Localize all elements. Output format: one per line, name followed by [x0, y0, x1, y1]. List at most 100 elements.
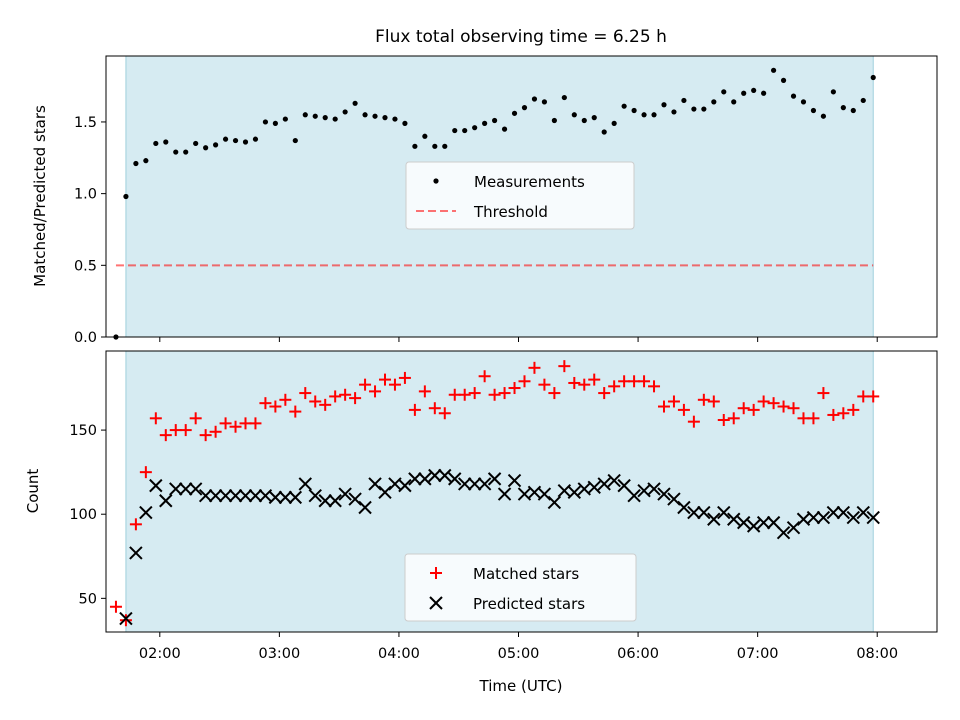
matched-star-point: [588, 373, 601, 386]
bottom-x-axis-ticks: 02:00 03:00 04:00 05:00 06:00 07:00 08:00: [139, 632, 898, 662]
x-tick-label: 05:00: [498, 646, 540, 662]
x-tick-label: 02:00: [139, 646, 181, 662]
measurement-point: [681, 97, 687, 104]
measurement-point: [601, 129, 607, 135]
legend-predicted-marker: [429, 596, 443, 610]
bottom-y-axis-ticks: 50 100 150: [69, 423, 106, 607]
matched-star-point: [179, 424, 192, 437]
top-y-axis-label: Matched/Predicted stars: [31, 105, 49, 287]
measurement-point: [272, 120, 278, 126]
matched-star-point: [398, 371, 411, 384]
matched-star-point: [428, 402, 441, 415]
x-tick-label: 08:00: [856, 646, 898, 662]
matched-star-point: [458, 388, 471, 401]
matched-star-point: [757, 395, 770, 408]
predicted-star-point: [328, 494, 342, 508]
measurement-point: [462, 127, 468, 134]
predicted-star-point: [198, 488, 213, 503]
measurement-point: [551, 117, 557, 124]
predicted-star-point: [717, 505, 731, 520]
matched-star-point: [538, 378, 551, 391]
predicted-star-point: [736, 515, 751, 530]
predicted-star-point: [697, 505, 711, 520]
predicted-star-point: [288, 490, 303, 505]
predicted-star-point: [836, 505, 851, 520]
measurement-point: [342, 109, 348, 115]
predicted-star-point: [537, 487, 552, 501]
measurements-points: [113, 67, 876, 340]
predicted-star-point: [149, 478, 163, 493]
measurement-point: [621, 103, 627, 109]
measurement-point: [392, 116, 398, 122]
measurement-point: [153, 140, 159, 147]
measurement-point: [830, 89, 836, 95]
top-y-tick-label: 0.5: [74, 258, 97, 274]
top-x-axis-ticks: [159, 337, 878, 342]
measurement-point: [701, 106, 707, 112]
predicted-star-point: [278, 490, 293, 505]
x-axis-label: Time (UTC): [479, 677, 563, 695]
measurement-point: [541, 99, 548, 105]
matched-star-point: [847, 403, 860, 416]
measurement-point: [591, 115, 597, 121]
matched-star-point: [279, 393, 292, 406]
legend-measurements-marker: [433, 178, 439, 184]
measurement-point: [761, 90, 767, 96]
matched-star-point: [717, 413, 730, 426]
matched-star-point: [687, 415, 700, 428]
matched-star-point: [119, 614, 132, 627]
matched-star-point: [388, 378, 401, 391]
predicted-star-point: [746, 519, 761, 533]
matched-star-point: [329, 390, 342, 403]
measurement-point: [452, 127, 458, 134]
predicted-star-point: [208, 488, 223, 503]
measurement-point: [850, 107, 856, 114]
predicted-star-point: [677, 500, 691, 515]
matched-star-point: [568, 376, 581, 389]
matched-star-point: [299, 387, 312, 400]
predicted-star-point: [228, 488, 243, 503]
measurement-point: [581, 117, 587, 124]
predicted-star-point: [627, 488, 641, 503]
top-y-tick-label: 1.0: [74, 187, 97, 203]
predicted-star-point: [667, 492, 681, 506]
predicted-star-point: [497, 487, 512, 501]
predicted-stars-points: [119, 468, 880, 626]
measurement-point: [133, 160, 139, 167]
predicted-star-point: [846, 510, 861, 525]
matched-star-point: [408, 403, 421, 416]
predicted-star-point: [238, 488, 253, 503]
predicted-star-point: [766, 515, 781, 530]
measurement-point: [382, 115, 388, 121]
matched-star-point: [697, 393, 710, 406]
bottom-y-axis-label: Count: [24, 469, 42, 514]
predicted-star-point: [826, 505, 841, 520]
predicted-star-point: [119, 611, 133, 626]
top-y-tick-label: 0.0: [74, 330, 97, 346]
matched-star-point: [199, 429, 212, 442]
top-y-tick-label: 1.5: [74, 115, 97, 131]
measurement-point: [571, 112, 577, 118]
measurement-point: [362, 112, 368, 118]
legend-matched-marker: [430, 567, 442, 579]
matched-star-point: [787, 402, 800, 415]
measurement-point: [352, 100, 358, 106]
matched-star-point: [807, 412, 820, 425]
matched-star-point: [638, 375, 651, 388]
matched-star-point: [219, 417, 232, 430]
matched-star-point: [139, 466, 152, 479]
measurement-point: [810, 107, 817, 114]
matched-star-point: [149, 412, 162, 425]
measurement-point: [123, 193, 129, 200]
predicted-star-point: [727, 512, 741, 526]
measurement-point: [302, 112, 308, 118]
bottom-legend-box: [404, 553, 637, 622]
measurement-point: [222, 136, 229, 142]
matched-star-point: [359, 378, 372, 391]
predicted-star-point: [268, 490, 283, 505]
predicted-star-point: [348, 492, 362, 506]
predicted-star-point: [457, 477, 472, 491]
matched-star-point: [727, 412, 740, 425]
matched-star-point: [747, 403, 760, 416]
matched-star-point: [349, 392, 362, 405]
